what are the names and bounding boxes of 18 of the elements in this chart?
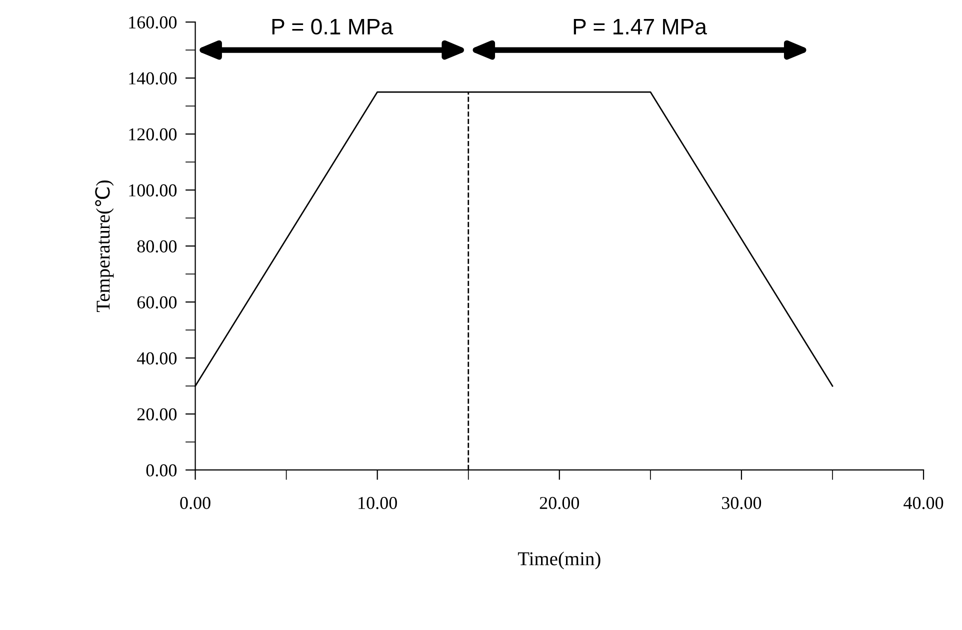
y-tick-label: 160.00	[129, 16, 177, 29]
y-tick-label: 100.00	[129, 184, 177, 197]
annotation: P = 0.1 MPa	[272, 18, 394, 35]
y-tick-label: 120.00	[129, 128, 177, 141]
x-tick-label: 30.00	[722, 496, 762, 510]
y-axis-title: Temperature(℃)	[95, 180, 114, 312]
y-tick-label: 140.00	[129, 72, 177, 85]
y-tick-label: 80.00	[137, 240, 177, 253]
x-axis-title: Time(min)	[518, 552, 600, 570]
y-tick-label: 20.00	[137, 408, 177, 421]
y-tick-label: 60.00	[137, 296, 177, 309]
y-tick-label: 0.00	[146, 464, 177, 476]
x-tick-label: 10.00	[358, 496, 397, 510]
y-tick-label: 40.00	[136, 352, 177, 365]
annotation: P = 1.47 MPa	[574, 19, 707, 35]
x-tick-label: 20.00	[540, 496, 580, 510]
x-tick-label: 40.00	[904, 496, 944, 510]
x-tick-label: 0.00	[180, 496, 210, 510]
